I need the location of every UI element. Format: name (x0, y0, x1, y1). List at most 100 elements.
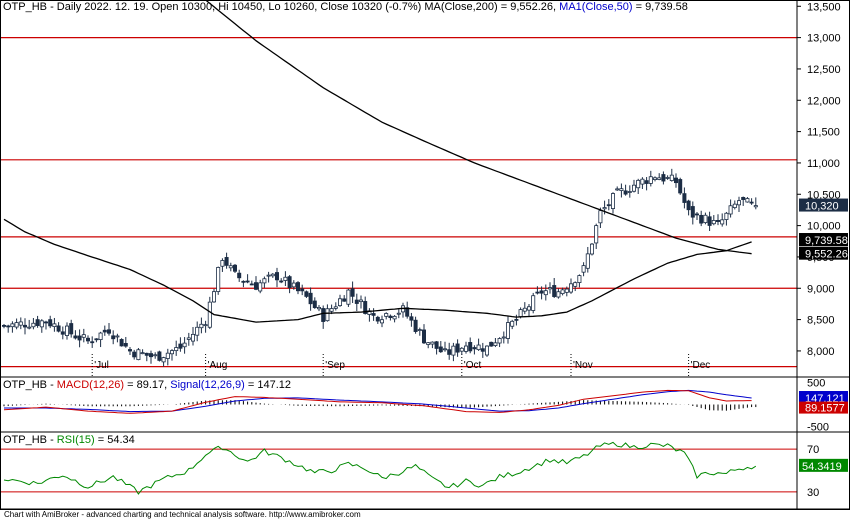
candle-body (384, 313, 389, 317)
candle-body (48, 319, 53, 327)
candle-body (505, 322, 510, 339)
price-tick-label: 11,000 (807, 158, 840, 170)
rsi-tag-bg (799, 458, 848, 472)
candle-body (396, 312, 401, 315)
candle-body (405, 307, 410, 317)
candle-body (77, 335, 82, 341)
candle-body (720, 219, 725, 225)
rsi-title: OTP_HB - RSI(15) = 54.34 (3, 434, 135, 446)
candle-body (442, 348, 447, 351)
candle-body (421, 329, 426, 344)
support-resistance-lines (0, 36, 797, 368)
candle-body (632, 184, 637, 192)
candle-body (186, 337, 191, 340)
candle-body (510, 320, 515, 327)
candle-body (703, 214, 708, 224)
candle-body (199, 323, 204, 329)
candle-body (716, 220, 721, 222)
candle-body (6, 325, 11, 328)
candle-body (325, 308, 330, 322)
candle-body (111, 335, 116, 340)
candle-body (619, 188, 624, 191)
candle-body (190, 333, 195, 342)
candle-body (640, 178, 645, 185)
candle-body (182, 342, 187, 348)
candle-body (711, 220, 716, 225)
ma200-value-label-bg (799, 246, 848, 260)
ma50-value-label-text: 9,739.58 (805, 235, 848, 247)
candle-body (224, 257, 229, 266)
month-label: 'Aug (208, 360, 228, 371)
candle-body (165, 352, 170, 359)
rsi-tick-label: 70 (807, 444, 819, 456)
rsi-value-tag: 54.3419 (799, 458, 848, 473)
candle-body (232, 264, 237, 272)
candle-body (18, 321, 23, 326)
candle-body (253, 282, 258, 290)
candle-body (472, 347, 477, 350)
candle-body (606, 204, 611, 207)
macd-tag-text: 89.1577 (805, 403, 845, 415)
candle-body (548, 287, 553, 290)
candle-body (674, 177, 679, 184)
candle-body (342, 298, 347, 302)
candle-body (52, 323, 57, 328)
candle-body (695, 213, 700, 216)
candle-body (602, 207, 607, 210)
title-ma200: MA(Close,200) = 9,552.26, (424, 1, 557, 13)
candle-body (459, 347, 464, 352)
candlestick-series (2, 168, 758, 367)
candle-body (132, 351, 137, 358)
candle-body (249, 283, 254, 286)
price-tick-label: 8,000 (807, 346, 835, 358)
candle-body (543, 290, 548, 296)
candle-body (678, 179, 683, 194)
candle-body (753, 205, 758, 208)
candle-body (102, 329, 107, 333)
candle-body (65, 325, 70, 336)
rsi-tick-label: 30 (807, 487, 819, 499)
candle-body (489, 341, 494, 347)
candle-body (741, 197, 746, 200)
candle-body (346, 289, 351, 305)
candle-body (514, 318, 519, 321)
candle-body (417, 329, 422, 332)
title-symbol: OTP_HB (3, 1, 48, 13)
title-ma50-label: MA1(Close,50) (556, 1, 633, 13)
candle-body (426, 342, 431, 345)
price-tick-label: 13,500 (807, 1, 841, 13)
candle-body (329, 308, 334, 312)
signal-tag-bg (799, 391, 848, 405)
candle-body (94, 338, 99, 341)
ma200-value-label-text: 9,552.26 (805, 249, 848, 261)
candle-body (371, 313, 376, 316)
candle-body (148, 353, 153, 358)
candle-body (623, 190, 628, 195)
candle-body (484, 345, 489, 356)
candle-body (44, 321, 49, 324)
candle-body (279, 280, 284, 283)
candle-body (409, 316, 414, 321)
candle-body (573, 282, 578, 287)
candle-body (501, 336, 506, 339)
month-label: 'Oct (464, 360, 482, 371)
candle-body (287, 276, 292, 289)
candle-body (493, 342, 498, 346)
candle-body (552, 285, 557, 297)
ma50-line (3, 218, 752, 323)
signal-label: Signal(12,26,9) (167, 379, 245, 391)
candle-body (178, 343, 183, 349)
candle-body (2, 325, 7, 327)
macd-tick-label: 500 (807, 377, 825, 389)
macd-tick-label: -500 (807, 422, 829, 434)
candle-body (337, 298, 342, 307)
candle-body (724, 212, 729, 220)
candle-body (447, 349, 452, 355)
candle-body (258, 282, 263, 292)
candle-body (732, 203, 737, 209)
candle-body (669, 174, 674, 181)
last-close-label: 10,320 (799, 198, 848, 213)
candle-body (531, 295, 536, 311)
candle-body (56, 325, 61, 332)
